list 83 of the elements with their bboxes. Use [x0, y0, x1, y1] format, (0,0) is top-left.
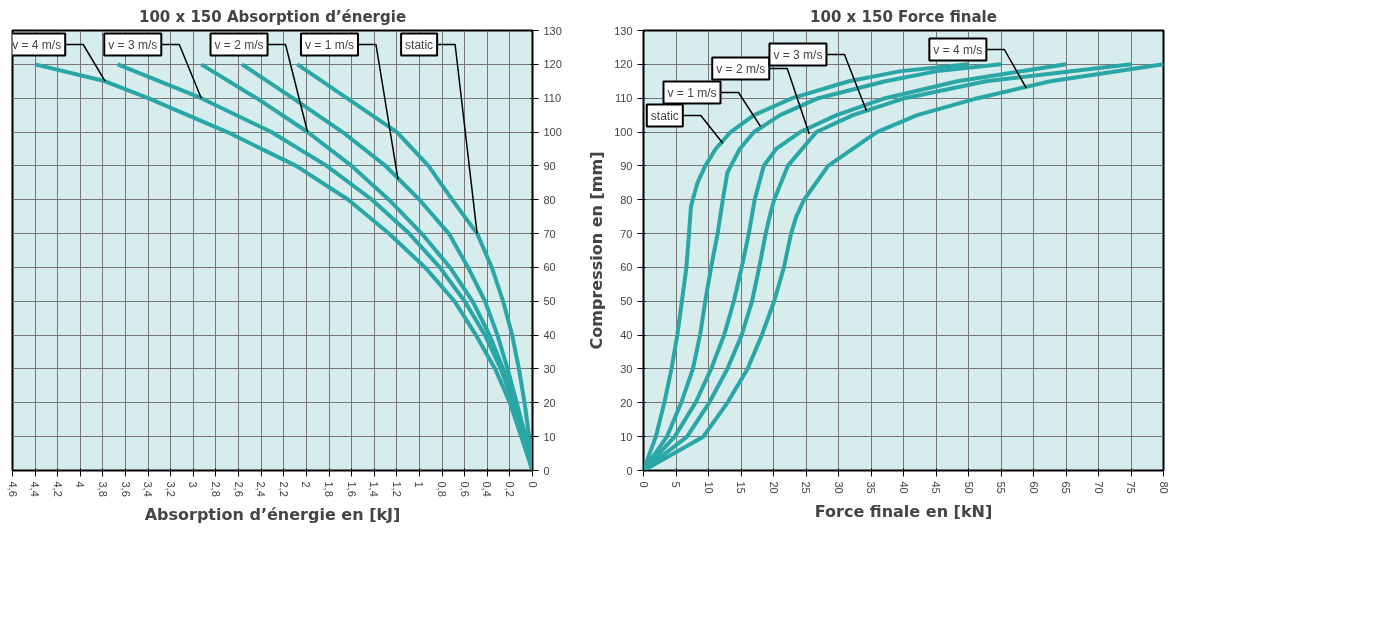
- x-tick-label: 0,6: [458, 481, 471, 497]
- y-tick-label: 110: [614, 92, 633, 105]
- x-tick-label: 3,4: [142, 481, 155, 497]
- annotation: v = 4 m/s: [933, 42, 983, 57]
- x-tick-label: 40: [897, 481, 910, 494]
- x-tick-label: 1,2: [390, 481, 403, 497]
- annotation: v = 3 m/s: [773, 47, 823, 62]
- y-tick-label: 0: [543, 464, 550, 477]
- y-tick-label: 60: [543, 261, 556, 274]
- y-tick-label: 40: [543, 329, 556, 342]
- annotation: v = 2 m/s: [214, 37, 264, 52]
- annotation: v = 2 m/s: [716, 61, 766, 76]
- x-tick-label: 3: [187, 481, 200, 488]
- x-tick-label: 4: [74, 481, 87, 488]
- x-tick-label: 80: [1157, 481, 1170, 494]
- y-tick-label: 100: [543, 126, 562, 139]
- y-tick-label: 20: [543, 396, 556, 409]
- y-tick-label: 20: [620, 396, 633, 409]
- y-tick-label: 30: [543, 362, 556, 375]
- annotation: static: [405, 37, 434, 52]
- chart-title: 100 x 150 Absorption d’énergie: [138, 7, 407, 26]
- x-tick-label: 3,6: [119, 481, 132, 497]
- annotation: v = 3 m/s: [108, 37, 158, 52]
- y-tick-label: 80: [620, 193, 633, 206]
- x-tick-label: 2,2: [277, 481, 290, 497]
- y-tick-label: 70: [620, 227, 633, 240]
- y-tick-label: 100: [614, 126, 633, 139]
- y-tick-label: 60: [620, 261, 633, 274]
- y-tick-label: 80: [543, 193, 556, 206]
- y-tick-label: 120: [543, 58, 562, 71]
- x-tick-label: 3,8: [96, 481, 109, 497]
- y-tick-label: 40: [620, 329, 633, 342]
- x-tick-label: 15: [735, 481, 747, 494]
- x-tick-label: 1: [413, 481, 426, 488]
- x-tick-label: 1,8: [323, 481, 336, 497]
- x-tick-label: 4,6: [6, 481, 19, 497]
- x-tick-label: 70: [1092, 481, 1105, 494]
- y-tick-label: 0: [626, 464, 633, 477]
- x-tick-label: 0,2: [503, 481, 516, 497]
- y-tick-label: 30: [620, 362, 633, 375]
- x-tick-label: 35: [865, 481, 877, 494]
- x-tick-label: 2,8: [209, 481, 222, 497]
- x-tick-label: 4,4: [29, 481, 42, 497]
- x-tick-label: 50: [962, 481, 975, 494]
- x-tick-label: 4,2: [51, 481, 64, 497]
- y-tick-label: 10: [620, 430, 633, 443]
- y-tick-label: 110: [543, 92, 562, 105]
- x-tick-label: 2,4: [255, 481, 268, 497]
- x-tick-label: 0: [526, 481, 539, 488]
- x-tick-label: 1,4: [368, 481, 381, 497]
- x-tick-label: 60: [1027, 481, 1040, 494]
- x-tick-label: 65: [1060, 481, 1072, 494]
- x-tick-label: 3,2: [164, 481, 177, 497]
- y-tick-label: 130: [543, 24, 562, 37]
- annotation: v = 1 m/s: [304, 37, 354, 52]
- x-tick-label: 55: [995, 481, 1007, 494]
- x-tick-label: 2,6: [232, 481, 245, 497]
- x-tick-label: 75: [1125, 481, 1137, 494]
- x-tick-label: 10: [702, 481, 715, 494]
- x-tick-label: 25: [800, 481, 812, 494]
- y-tick-label: 70: [543, 227, 556, 240]
- annotation: static: [650, 108, 679, 123]
- y-tick-label: 50: [543, 295, 556, 308]
- x-tick-label: 0,4: [481, 481, 494, 497]
- chart-title: 100 x 150 Force finale: [810, 7, 997, 26]
- y-tick-label: 50: [620, 295, 633, 308]
- x-axis-title: Absorption d’énergie en [kJ]: [144, 504, 401, 524]
- x-tick-label: 1,6: [345, 481, 358, 497]
- x-tick-label: 20: [767, 481, 780, 494]
- x-tick-label: 30: [832, 481, 845, 494]
- x-tick-label: 2: [300, 481, 313, 488]
- x-tick-label: 0,8: [436, 481, 449, 497]
- y-tick-label: 130: [614, 24, 633, 37]
- y-tick-label: 90: [543, 159, 556, 172]
- y-tick-label: 120: [614, 58, 633, 71]
- x-axis-title: Force finale en [kN]: [814, 501, 993, 521]
- x-tick-label: 45: [930, 481, 942, 494]
- y-axis-title: Compression en [mm]: [587, 151, 607, 350]
- y-tick-label: 90: [620, 159, 633, 172]
- x-tick-label: 5: [670, 481, 682, 488]
- y-tick-label: 10: [543, 430, 556, 443]
- x-tick-label: 0: [637, 481, 650, 488]
- annotation: v = 1 m/s: [667, 85, 717, 100]
